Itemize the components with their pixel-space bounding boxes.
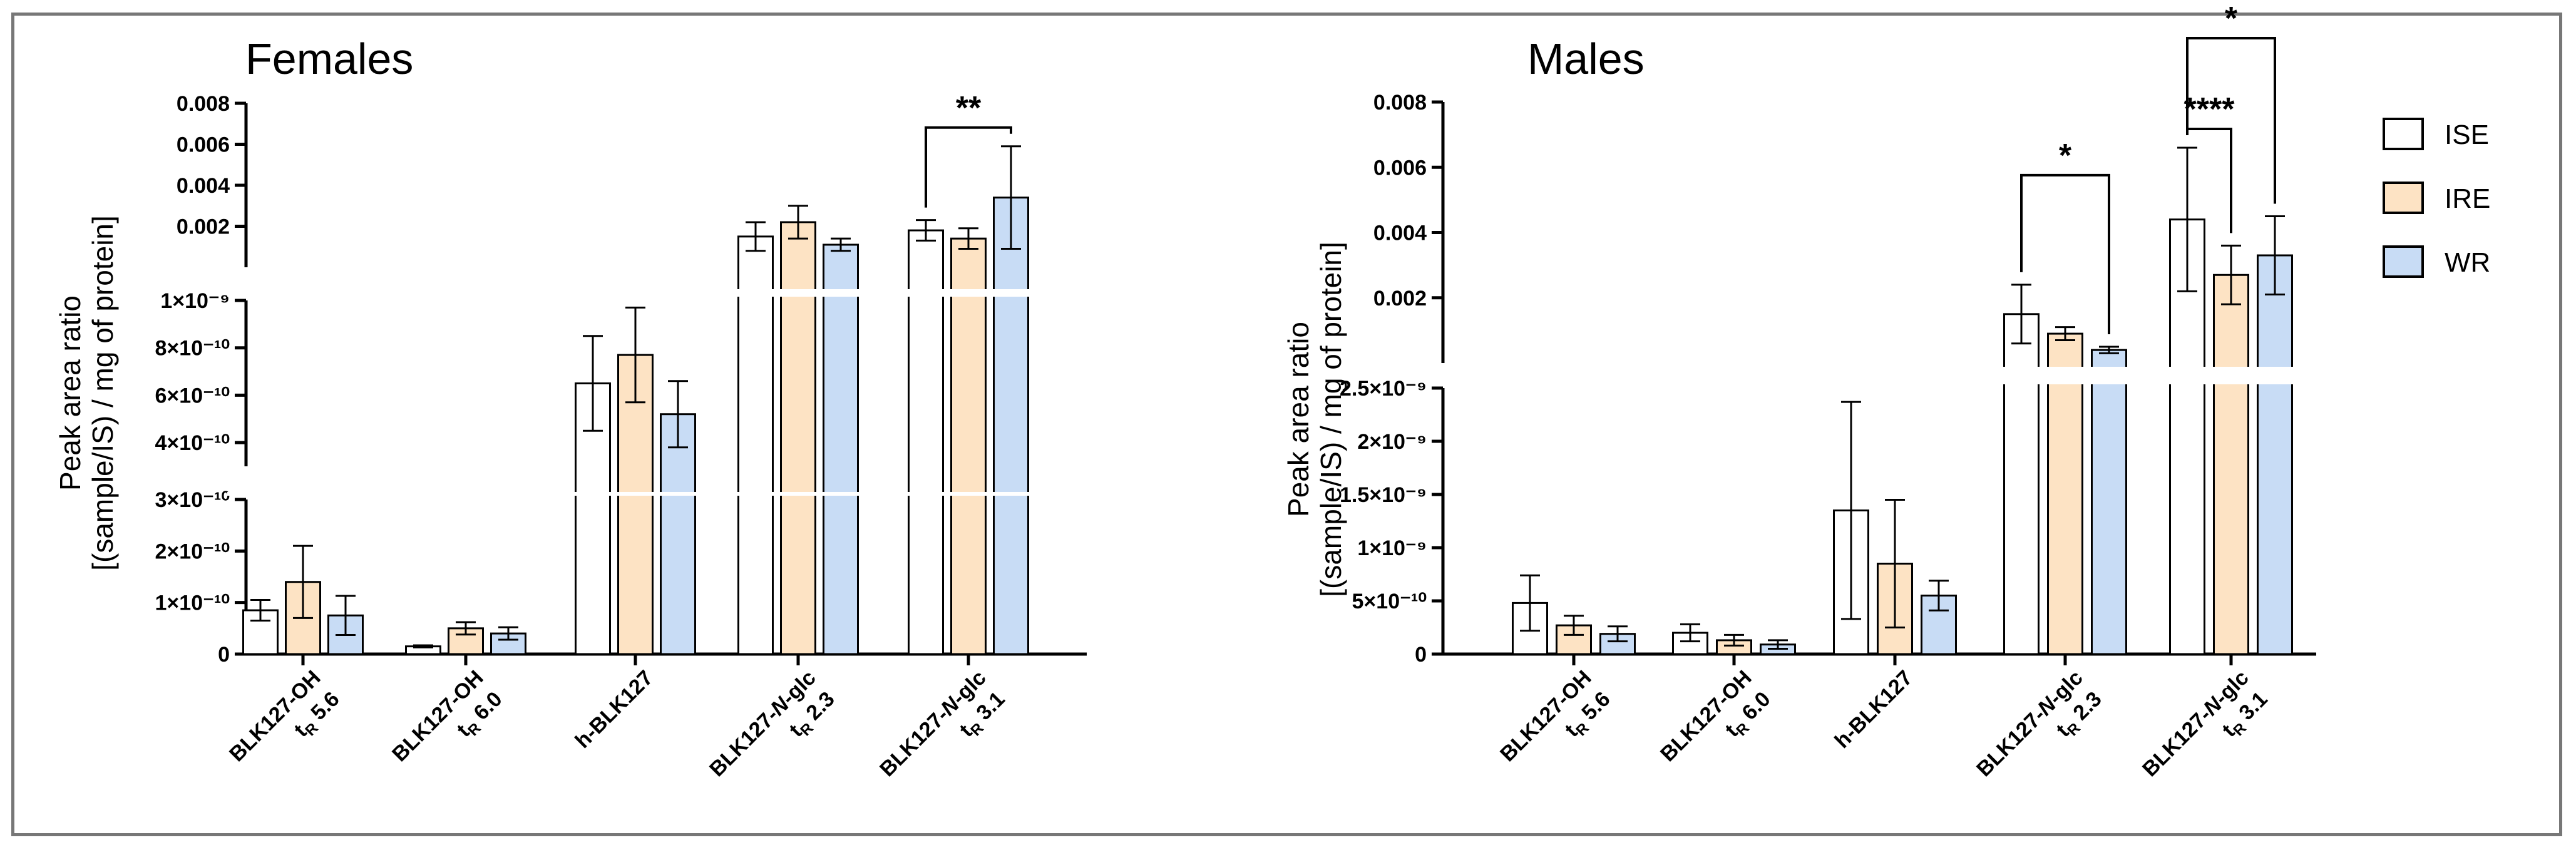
bar-wr: [2091, 349, 2127, 655]
bar-wr: [823, 243, 859, 655]
y-tick-label: 1×10⁻⁹: [160, 289, 230, 313]
axis-break-gap: [227, 492, 1093, 496]
y-tick-label: 0.002: [177, 215, 230, 239]
y-tick-label: 0.002: [1373, 287, 1427, 310]
y-axis-label: Peak area ratio[(sample/IS) / mg of prot…: [54, 215, 119, 571]
y-tick-label: 0.008: [177, 92, 230, 116]
y-axis-label-line1: Peak area ratio: [54, 295, 86, 491]
y-tick-label: 2.5×10⁻⁹: [1340, 377, 1427, 401]
significance-bracket: [925, 126, 1012, 208]
bar-wr: [2257, 254, 2293, 655]
bar-wr: [660, 413, 696, 655]
significance-label: *: [2059, 138, 2072, 174]
y-tick-label: 6×10⁻¹⁰: [155, 384, 230, 407]
y-tick-label: 8×10⁻¹⁰: [155, 337, 230, 361]
legend-swatch-ire: [2383, 182, 2424, 214]
y-tick-label: 0: [218, 643, 230, 667]
y-axis-label-line2: [(sample/IS) / mg of protein]: [86, 215, 119, 571]
bar-ise: [737, 235, 774, 655]
significance-bracket: [2186, 127, 2232, 233]
bar-ire: [780, 221, 816, 655]
category-name: BLK127-: [875, 704, 953, 781]
panel-males: Males Peak area ratio[(sample/IS) / mg of…: [1282, 1, 2322, 781]
y-tick-label: 0.004: [1373, 222, 1427, 245]
y-axis-label: Peak area ratio[(sample/IS) / mg of prot…: [1282, 242, 1347, 597]
figure-frame: [11, 13, 2562, 836]
legend-label-wr: WR: [2445, 247, 2490, 278]
y-axis-label-line2: [(sample/IS) / mg of protein]: [1315, 242, 1347, 597]
panel-title: Females: [245, 34, 413, 83]
category-name: h-BLK127: [571, 666, 658, 753]
y-tick-label: 1×10⁻¹⁰: [155, 591, 230, 615]
y-tick-label: 0.004: [177, 174, 230, 198]
y-tick-label: 3×10⁻¹⁰: [155, 488, 230, 512]
legend-label-ise: ISE: [2445, 120, 2489, 150]
y-tick-label: 0: [1415, 643, 1427, 667]
category-name: h-BLK127: [1830, 666, 1917, 753]
panel-title: Males: [1527, 34, 1645, 83]
bar-ise: [2003, 313, 2040, 655]
y-tick-label: 1.5×10⁻⁹: [1340, 483, 1427, 507]
y-tick-label: 5×10⁻¹⁰: [1352, 590, 1427, 613]
axis-break-gap: [227, 289, 1093, 297]
bar-wr: [490, 632, 526, 655]
significance-label: ****: [2184, 91, 2235, 128]
y-tick-label: 2×10⁻⁹: [1357, 430, 1427, 454]
category-name: BLK127-: [1972, 704, 2050, 781]
y-tick-label: 0.006: [177, 133, 230, 157]
significance-label: **: [956, 90, 982, 126]
significance-bracket: [2020, 173, 2110, 334]
significance-bracket: [2186, 36, 2276, 204]
legend-swatch-ise: [2383, 118, 2424, 150]
bar-ire: [2213, 274, 2249, 655]
x-category-label: h-BLK127: [571, 666, 658, 753]
bar-wr: [993, 197, 1029, 655]
x-category-label: h-BLK127: [1830, 666, 1917, 753]
y-tick-label: 0.006: [1373, 156, 1427, 180]
bar-ire: [950, 237, 987, 655]
legend-label-ire: IRE: [2445, 183, 2490, 214]
y-tick-label: 2×10⁻¹⁰: [155, 540, 230, 563]
category-name: BLK127-: [705, 704, 783, 781]
category-name: BLK127-: [2138, 704, 2215, 781]
y-tick-label: 0.008: [1373, 91, 1427, 115]
significance-label: *: [2225, 1, 2238, 37]
legend: ISE IRE WR: [2383, 118, 2490, 278]
bar-ire: [2047, 332, 2083, 655]
legend-swatch-wr: [2383, 245, 2424, 278]
y-tick-label: 4×10⁻¹⁰: [155, 431, 230, 455]
y-tick-label: 1×10⁻⁹: [1357, 536, 1427, 560]
y-axis-label-line1: Peak area ratio: [1282, 322, 1315, 517]
axis-break-gap: [1424, 367, 2322, 384]
panel-females: Females Peak area ratio[(sample/IS) / mg …: [54, 34, 1093, 781]
